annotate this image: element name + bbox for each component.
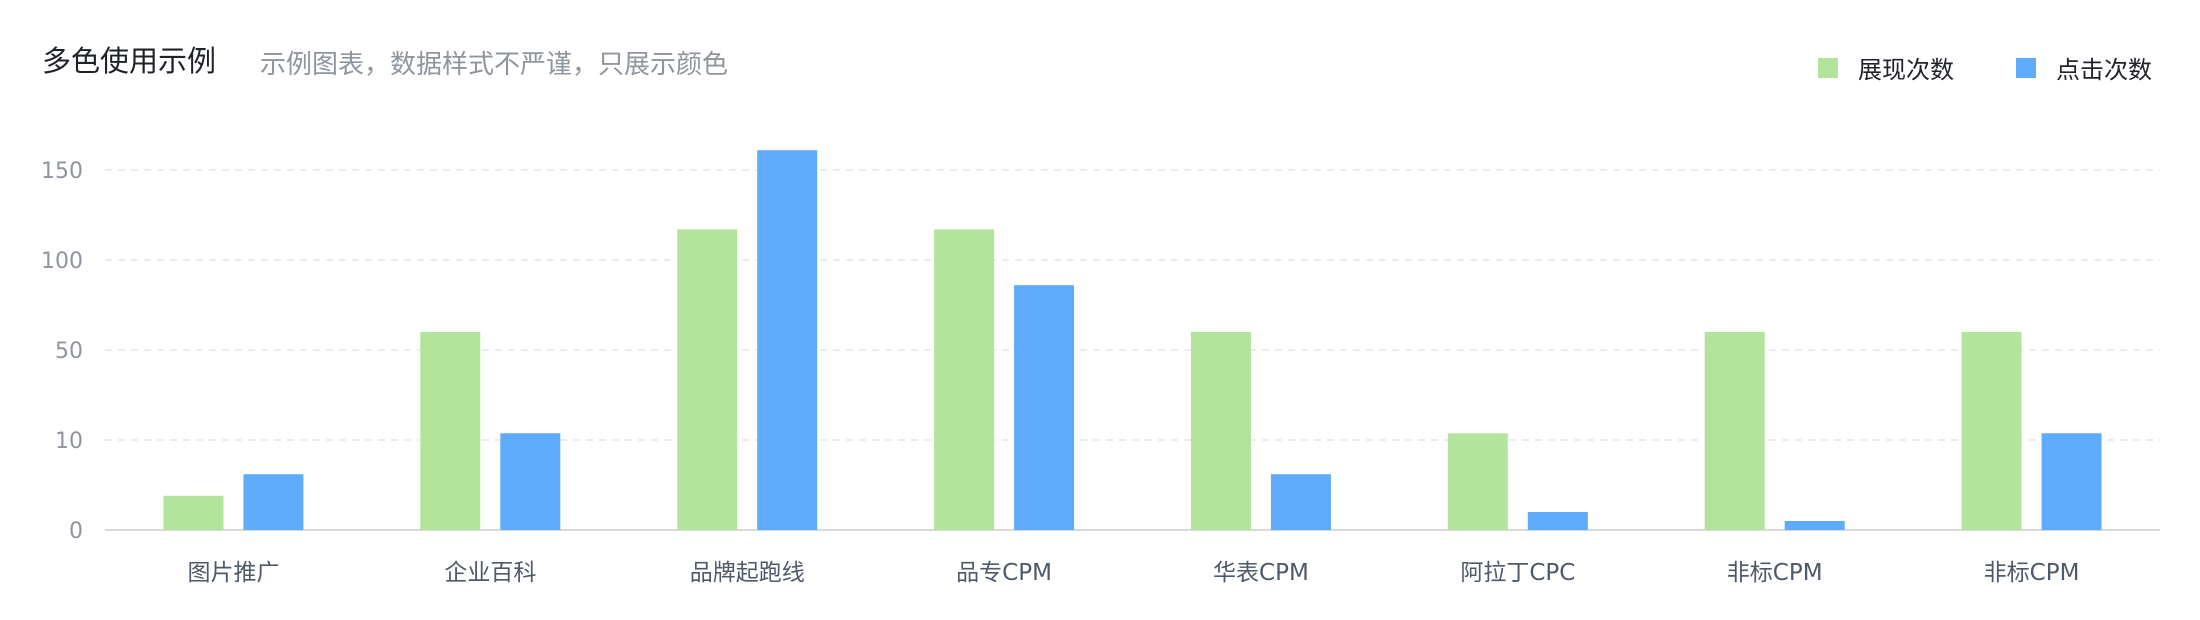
y-tick-label: 50 xyxy=(55,339,83,364)
bar-clicks xyxy=(1784,521,1845,530)
bar-clicks xyxy=(1014,285,1075,530)
bar-impressions xyxy=(1447,433,1508,530)
bar-clicks xyxy=(1527,512,1588,530)
bar-clicks xyxy=(500,433,561,530)
x-tick-label: 图片推广 xyxy=(187,560,279,586)
bar-impressions xyxy=(677,229,738,530)
x-tick-label: 阿拉丁CPC xyxy=(1460,560,1575,586)
legend-swatch-clicks xyxy=(2016,57,2036,78)
legend-label-clicks: 点击次数 xyxy=(2056,56,2152,84)
x-tick-label: 品牌起跑线 xyxy=(690,560,805,586)
y-tick-label: 100 xyxy=(41,249,83,274)
bar-clicks xyxy=(2041,433,2102,530)
bar-clicks xyxy=(243,474,304,530)
legend-label-impressions: 展现次数 xyxy=(1858,56,1954,84)
legend-item-impressions[interactable]: 展现次数 xyxy=(1818,50,1954,85)
bar-impressions xyxy=(934,229,995,530)
bar-impressions xyxy=(1190,332,1251,530)
x-tick-label: 非标CPM xyxy=(1727,560,1823,586)
x-tick-label: 非标CPM xyxy=(1984,560,2080,586)
legend-item-clicks[interactable]: 点击次数 xyxy=(2016,50,2152,85)
chart-title: 多色使用示例 xyxy=(42,44,217,78)
bar-clicks xyxy=(1270,474,1331,530)
bar-impressions xyxy=(420,332,481,530)
bar-clicks xyxy=(757,150,818,530)
x-tick-label: 企业百科 xyxy=(444,560,536,586)
y-tick-label: 0 xyxy=(69,519,83,544)
x-tick-label: 品专CPM xyxy=(956,560,1052,586)
legend-swatch-impressions xyxy=(1818,57,1838,78)
bar-impressions xyxy=(1961,332,2022,530)
y-tick-label: 150 xyxy=(41,159,83,184)
y-tick-label: 10 xyxy=(55,429,83,454)
bar-impressions xyxy=(1704,332,1765,530)
bar-impressions xyxy=(163,495,224,530)
chart-subtitle: 示例图表，数据样式不严谨，只展示颜色 xyxy=(260,50,729,80)
x-tick-label: 华表CPM xyxy=(1213,560,1309,586)
